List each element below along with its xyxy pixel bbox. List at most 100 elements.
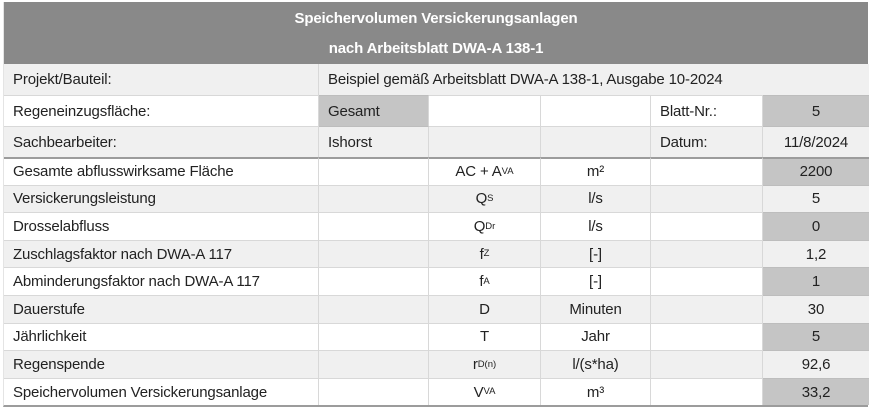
symbol-subscript: D(n) xyxy=(477,358,497,370)
symbol-subscript: A xyxy=(483,275,490,287)
row-label: Dauerstufe xyxy=(4,294,319,323)
empty-cell xyxy=(319,350,429,378)
row-label: Gesamte abflusswirksame Fläche xyxy=(4,157,319,185)
blatt-nr-label: Blatt-Nr.: xyxy=(651,95,763,126)
empty-cell xyxy=(541,126,651,157)
empty-cell xyxy=(651,294,763,323)
symbol-subscript: S xyxy=(487,193,494,205)
value-cell: 5 xyxy=(763,322,869,351)
meta-row-regeneinzugsflaeche: Regeneinzugsfläche: Gesamt Blatt-Nr.: 5 xyxy=(4,95,869,126)
symbol-base: T xyxy=(479,328,489,346)
table-row: Drosselabfluss Q Dr l/s 0 xyxy=(4,212,869,240)
value-cell: 1,2 xyxy=(763,239,869,268)
empty-cell xyxy=(319,294,429,323)
symbol-base: V xyxy=(473,383,484,401)
table-row: Jährlichkeit T Jahr 5 xyxy=(4,322,869,351)
datum-value: 11/8/2024 xyxy=(763,126,869,157)
empty-cell xyxy=(651,377,763,406)
row-label: Regenspende xyxy=(4,350,319,378)
meta-row-sachbearbeiter: Sachbearbeiter: Ishorst Datum: 11/8/2024 xyxy=(4,126,869,157)
symbol-base: Q xyxy=(473,217,486,235)
symbol-base: AC + A xyxy=(455,163,502,181)
blatt-nr-value: 5 xyxy=(763,95,869,126)
unit-cell: l/(s*ha) xyxy=(541,350,651,378)
empty-cell xyxy=(429,95,541,126)
symbol-cell: r D(n) xyxy=(429,350,541,378)
sachbearbeiter-value: Ishorst xyxy=(319,126,429,157)
meta-row-projekt: Projekt/Bauteil: Beispiel gemäß Arbeitsb… xyxy=(4,64,869,95)
symbol-cell: Q Dr xyxy=(429,212,541,240)
regeneinzugsflaeche-label: Regeneinzugsfläche: xyxy=(4,95,319,126)
table-row: Speichervolumen Versickerungsanlage V VA … xyxy=(4,377,869,406)
symbol-cell: V VA xyxy=(429,377,541,406)
value-cell: 1 xyxy=(763,267,869,295)
symbol-subscript: Dr xyxy=(485,220,496,232)
value-cell: 33,2 xyxy=(763,377,869,406)
datum-label: Datum: xyxy=(651,126,763,157)
symbol-base: Q xyxy=(475,190,488,208)
unit-cell: [-] xyxy=(541,267,651,295)
symbol-base: D xyxy=(479,300,490,318)
symbol-cell: D xyxy=(429,294,541,323)
empty-cell xyxy=(319,212,429,240)
sheet-title-line-1: Speichervolumen Versickerungsanlagen xyxy=(294,9,578,27)
empty-cell xyxy=(319,157,429,185)
sachbearbeiter-label: Sachbearbeiter: xyxy=(4,126,319,157)
symbol-subscript: VA xyxy=(501,166,514,178)
symbol-subscript: VA xyxy=(483,386,496,398)
unit-cell: [-] xyxy=(541,239,651,268)
empty-cell xyxy=(319,322,429,351)
row-label: Abminderungsfaktor nach DWA-A 117 xyxy=(4,267,319,295)
symbol-cell: T xyxy=(429,322,541,351)
projekt-label: Projekt/Bauteil: xyxy=(4,64,319,95)
empty-cell xyxy=(651,322,763,351)
table-row: Dauerstufe D Minuten 30 xyxy=(4,294,869,323)
table-row: Gesamte abflusswirksame Fläche AC + A VA … xyxy=(4,157,869,185)
row-label: Jährlichkeit xyxy=(4,322,319,351)
row-label: Drosselabfluss xyxy=(4,212,319,240)
row-label: Speichervolumen Versickerungsanlage xyxy=(4,377,319,406)
empty-cell xyxy=(319,239,429,268)
unit-cell: Minuten xyxy=(541,294,651,323)
empty-cell xyxy=(651,212,763,240)
row-label: Versickerungsleistung xyxy=(4,184,319,213)
symbol-base: r xyxy=(472,355,478,373)
unit-cell: m³ xyxy=(541,377,651,406)
value-cell: 2200 xyxy=(763,157,869,185)
symbol-subscript: Z xyxy=(483,248,490,260)
empty-cell xyxy=(651,350,763,378)
symbol-cell: AC + A VA xyxy=(429,157,541,185)
sheet-title-line-2: nach Arbeitsblatt DWA-A 138-1 xyxy=(328,39,544,57)
projekt-value: Beispiel gemäß Arbeitsblatt DWA-A 138-1,… xyxy=(319,64,869,95)
empty-cell xyxy=(319,377,429,406)
unit-cell: m² xyxy=(541,157,651,185)
regeneinzugsflaeche-value: Gesamt xyxy=(319,95,429,126)
empty-cell xyxy=(319,267,429,295)
unit-cell: Jahr xyxy=(541,322,651,351)
empty-cell xyxy=(651,184,763,213)
symbol-base: f xyxy=(479,273,484,291)
symbol-base: f xyxy=(479,245,484,263)
empty-cell xyxy=(651,239,763,268)
empty-cell xyxy=(541,95,651,126)
calculation-sheet: Speichervolumen Versickerungsanlagen nac… xyxy=(3,2,869,408)
row-label: Zuschlagsfaktor nach DWA-A 117 xyxy=(4,239,319,268)
value-cell: 30 xyxy=(763,294,869,323)
value-cell: 0 xyxy=(763,212,869,240)
unit-cell: l/s xyxy=(541,184,651,213)
value-cell: 5 xyxy=(763,184,869,213)
empty-cell xyxy=(651,157,763,185)
sheet-header: Speichervolumen Versickerungsanlagen nac… xyxy=(4,2,868,64)
empty-cell xyxy=(651,267,763,295)
value-cell: 92,6 xyxy=(763,350,869,378)
empty-cell xyxy=(319,184,429,213)
table-row: Regenspende r D(n) l/(s*ha) 92,6 xyxy=(4,350,869,378)
empty-cell xyxy=(429,126,541,157)
unit-cell: l/s xyxy=(541,212,651,240)
